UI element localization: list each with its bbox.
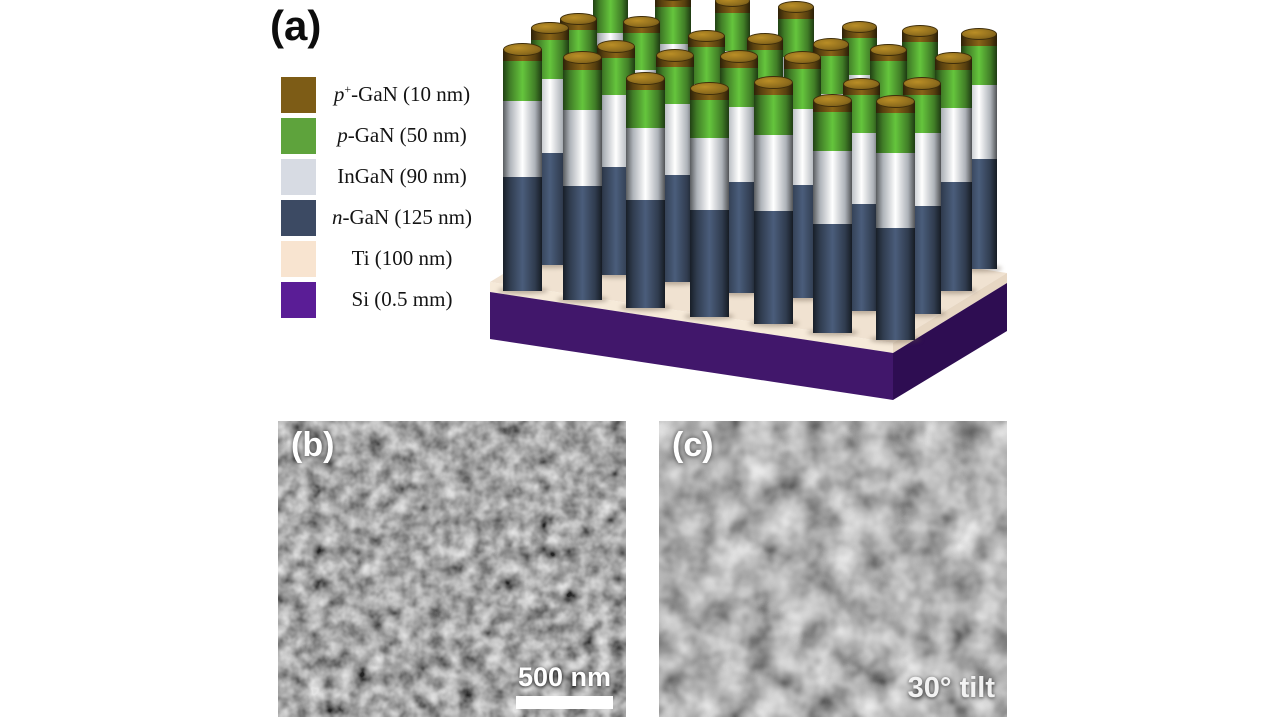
nanorod-cap-top [503,42,543,56]
nanorod-pgan-segment [655,6,691,45]
nanorod-cap-top [783,51,822,64]
legend-item: n-GaN (125 nm) [281,197,488,238]
legend-item-label: InGaN (90 nm) [337,164,467,188]
scale-bar: 500 nm [516,664,613,709]
nanorod-pgan-segment [902,42,938,81]
nanorod [935,51,972,292]
nanorod-ingan-segment [876,152,916,228]
legend-item: InGaN (90 nm) [281,156,488,197]
nanorod-pgan-segment [592,0,629,34]
nanorod-ingan-segment [754,134,794,211]
nanorod-cap-top [778,0,814,13]
nanorod-cap-top [597,39,636,53]
legend-item-label: n-GaN (125 nm) [332,205,472,229]
legend-item: p-GaN (50 nm) [281,115,488,156]
legend-item: p+-GaN (10 nm) [281,74,488,115]
nanorod-ngan-segment [503,177,543,291]
nanorod-ngan-segment [876,227,916,340]
nanorod-cap-top [560,12,597,26]
nanorod-ngan-segment [935,181,972,292]
si-side-face [893,283,1007,400]
sem-image-tilt-view: (c) 30° tilt [659,421,1007,717]
nanorod-ngan-segment [813,223,853,333]
nanorod-cap-band [961,34,997,47]
legend: p+-GaN (10 nm) p-GaN (50 nm) InGaN (90 nm)… [281,74,488,320]
legend-item: Ti (100 nm) [281,238,488,279]
nanorod [503,42,543,291]
panel-a-label: (a) [270,2,322,49]
legend-item-label: Si (0.5 mm) [351,287,453,311]
tilt-annotation: 30° tilt [907,672,995,704]
nanorod-pgan-segment [813,112,853,151]
nanorod-cap-top [623,15,660,29]
nanorod-pgan-segment [876,113,916,153]
nanorod-ingan-segment [935,108,972,182]
nanorod-cap-top [902,76,941,90]
nanorod-pgan-segment [503,61,543,102]
nanorod-ingan-segment [562,109,602,187]
legend-item-label: Ti (100 nm) [351,246,453,270]
nanorod-cap-top [841,20,878,33]
nanorod-cap-top [869,43,907,57]
nanorod-pgan-segment [688,46,725,84]
nanorod-ngan-segment [754,210,794,325]
scale-bar-line [516,696,613,709]
nanorod-ngan-segment [626,200,666,309]
legend-swatch [281,240,316,277]
nanorod-cap-top [813,93,853,108]
nanorod-cap-top [754,76,794,90]
ti-side-edge [893,273,1007,353]
sem-image-plan-view: (b) 500 nm [278,421,626,717]
panel-c-label: (c) [672,426,714,464]
nanorod-cap-top [562,51,602,65]
legend-swatch [281,199,316,236]
nanorod-cap-band [655,0,691,7]
nanorod-cap-top [626,71,666,85]
nanorod-pgan-segment [754,94,794,135]
sem-texture-c [659,421,1007,717]
nanorod-pgan-segment [689,99,729,138]
legend-swatch [281,158,316,195]
nanorod-cap-top [689,81,729,96]
nanorod-cap-top [720,50,758,63]
nanorod [876,94,916,340]
scale-bar-text: 500 nm [517,662,612,692]
nanorod [689,81,729,318]
nanorod [754,76,794,325]
nanorod [562,51,602,300]
legend-swatch [281,76,316,113]
panel-b-label: (b) [291,426,335,464]
si-front-face [490,292,893,400]
legend-item-label: p-GaN (50 nm) [337,123,467,147]
nanorod-ingan-segment [813,150,853,224]
nanorod-ingan-segment [626,127,666,201]
nanorod-cap-top [688,29,725,42]
nanorod [626,71,666,309]
nanorod-cap-top [746,32,784,45]
nanorod-cap-top [655,49,694,62]
nanorod [813,93,853,333]
legend-item-label: p+-GaN (10 nm) [333,82,471,106]
legend-swatch [281,117,316,154]
nanorod-ingan-segment [503,101,543,178]
nanorod-cap-top [531,21,570,35]
nanorod-pgan-segment [562,69,602,110]
nanorod-cap-top [902,24,938,37]
nanorod-ngan-segment [689,209,729,318]
nanorod-cap-top [935,51,972,65]
legend-item: Si (0.5 mm) [281,279,488,320]
nanorod-cap-top [961,28,997,41]
nanorod-cap-top [842,77,881,91]
nanorod-pgan-segment [935,69,972,109]
sem-texture-b [278,421,626,717]
nanorod-cap-top [876,94,916,108]
legend-swatch [281,281,316,318]
nanorod-pgan-segment [626,89,666,128]
nanorod-ingan-segment [689,137,729,210]
nanorod-cap-top [812,38,850,51]
nanorod-ngan-segment [562,186,602,300]
